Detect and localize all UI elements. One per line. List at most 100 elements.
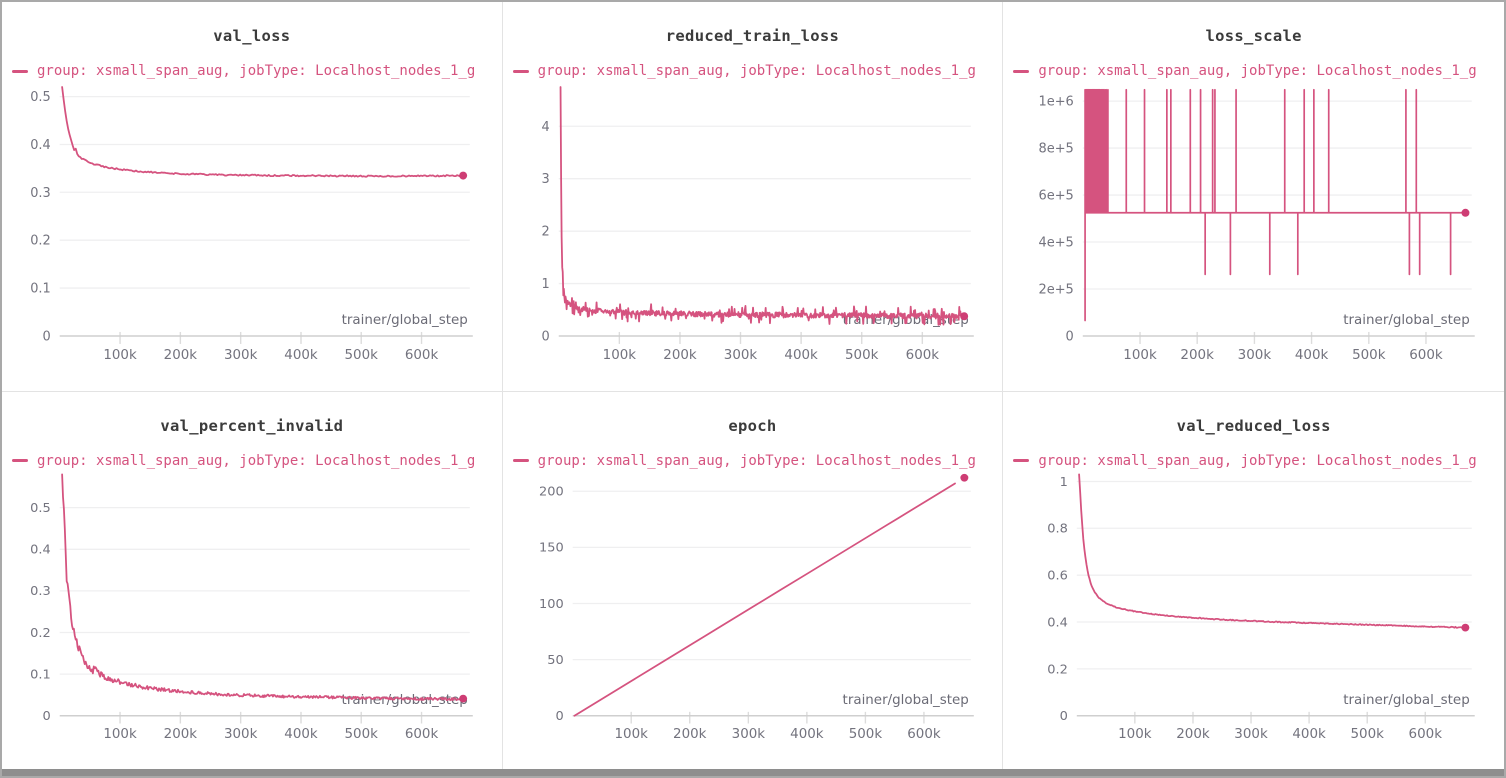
svg-text:0.1: 0.1 [30, 668, 51, 683]
legend-item[interactable]: group: xsmall_span_aug, jobType: Localho… [512, 451, 1003, 471]
svg-text:0.5: 0.5 [30, 90, 51, 105]
window-bottom-edge [2, 769, 1504, 776]
chart-panel-val_loss[interactable]: val_loss group: xsmall_span_aug, jobType… [2, 2, 503, 392]
svg-text:0.4: 0.4 [30, 543, 51, 558]
y-gridlines [558, 125, 971, 285]
chart-title: val_loss [213, 27, 291, 45]
svg-text:200k: 200k [164, 348, 198, 363]
svg-text:200k: 200k [663, 348, 697, 363]
series-end-dot [459, 694, 468, 703]
legend-item[interactable]: group: xsmall_span_aug, jobType: Localho… [1013, 61, 1504, 81]
chart-title: val_percent_invalid [160, 416, 344, 435]
svg-text:0: 0 [43, 329, 51, 344]
svg-text:0: 0 [541, 329, 549, 344]
svg-text:0.2: 0.2 [1048, 662, 1069, 677]
chart-canvas[interactable]: 0 0.1 0.2 0.3 0.4 0.5 100k 200k 300k 400k 500k 600k… [2, 392, 502, 769]
chart-title: reduced_train_loss [665, 27, 840, 45]
x-axis-labels: 100k 200k 300k 400k 500k 600k [103, 727, 438, 742]
legend-line-icon [512, 459, 529, 463]
svg-text:600k: 600k [405, 727, 439, 742]
svg-text:500k: 500k [845, 348, 879, 363]
legend-label: group: xsmall_span_aug, jobType: Localho… [537, 63, 976, 79]
svg-text:200k: 200k [164, 727, 198, 742]
svg-text:200k: 200k [1181, 347, 1215, 363]
svg-text:500k: 500k [1352, 347, 1386, 363]
chart-panel-epoch[interactable]: epoch group: xsmall_span_aug, jobType: L… [502, 391, 1004, 769]
series-line-val_percent_invalid [61, 473, 464, 702]
legend-line-icon [1013, 459, 1030, 463]
svg-text:200k: 200k [1177, 727, 1211, 742]
x-axis-labels: 100k 200k 300k 400k 500k 600k [103, 348, 438, 363]
svg-text:600k: 600k [907, 727, 941, 742]
chart-title: val_reduced_loss [1176, 416, 1331, 435]
series-line-loss_scale [1084, 88, 1467, 322]
svg-text:50: 50 [547, 653, 563, 668]
legend-item[interactable]: group: xsmall_span_aug, jobType: Localho… [1013, 451, 1504, 471]
svg-text:0.8: 0.8 [1048, 522, 1069, 537]
svg-text:500k: 500k [848, 727, 882, 742]
x-axis-title: trainer/global_step [342, 313, 468, 328]
svg-text:100k: 100k [103, 348, 137, 363]
chart-canvas[interactable]: 0 2e+5 4e+5 6e+5 8e+5 1e+6 100k 200k 300k 400k 500… [1003, 2, 1504, 391]
svg-text:0.2: 0.2 [30, 626, 51, 641]
x-tick-marks [119, 331, 423, 344]
x-axis-labels: 100k 200k 300k 400k 500k 600k [614, 727, 940, 742]
svg-text:0: 0 [555, 709, 563, 724]
x-tick-marks [1134, 711, 1427, 724]
svg-text:300k: 300k [1238, 347, 1272, 363]
svg-text:500k: 500k [345, 727, 379, 742]
series-line-reduced_train_loss [559, 86, 965, 326]
svg-text:100k: 100k [614, 727, 648, 742]
svg-text:300k: 300k [731, 727, 765, 742]
chart-panel-loss_scale[interactable]: loss_scale group: xsmall_span_aug, jobTy… [1003, 2, 1504, 392]
series-end-dot [960, 473, 968, 482]
svg-text:400k: 400k [1293, 727, 1327, 742]
svg-text:400k: 400k [784, 348, 818, 363]
y-gridlines [1083, 100, 1473, 290]
chart-canvas[interactable]: 0 50 100 150 200 100k 200k 300k 400k 500k 600k trai… [503, 392, 1003, 769]
y-axis-labels: 0 0.1 0.2 0.3 0.4 0.5 [30, 501, 51, 724]
legend-item[interactable]: group: xsmall_span_aug, jobType: Localho… [512, 61, 1003, 81]
chart-canvas[interactable]: 0 0.2 0.4 0.6 0.8 1 100k 200k 300k 400k 500k 600k tr… [1003, 392, 1504, 769]
svg-text:1: 1 [541, 277, 549, 292]
svg-text:100k: 100k [602, 348, 636, 363]
x-axis-labels: 100k 200k 300k 400k 500k 600k [1124, 347, 1444, 363]
svg-text:400k: 400k [1295, 347, 1329, 363]
y-axis-labels: 0 1 2 3 4 [541, 120, 549, 345]
svg-text:200k: 200k [673, 727, 707, 742]
svg-text:100: 100 [539, 597, 564, 612]
svg-text:0.1: 0.1 [30, 282, 51, 297]
chart-canvas[interactable]: 0 0.1 0.2 0.3 0.4 0.5 100k 200k 300k 400k 500k 600k… [2, 2, 502, 391]
chart-panel-reduced_train_loss[interactable]: reduced_train_loss group: xsmall_span_au… [502, 2, 1004, 392]
svg-text:0.4: 0.4 [30, 138, 51, 153]
y-axis-labels: 0 0.1 0.2 0.3 0.4 0.5 [30, 90, 51, 344]
svg-text:500k: 500k [1351, 727, 1385, 742]
series-end-dot [959, 312, 968, 321]
legend-label: group: xsmall_span_aug, jobType: Localho… [37, 452, 476, 469]
svg-text:400k: 400k [284, 348, 318, 363]
legend-line-icon [12, 69, 28, 73]
legend-label: group: xsmall_span_aug, jobType: Localho… [1038, 63, 1477, 79]
chart-panel-val_percent_invalid[interactable]: val_percent_invalid group: xsmall_span_a… [2, 391, 503, 769]
svg-text:0.6: 0.6 [1048, 569, 1069, 584]
svg-text:0: 0 [1066, 329, 1074, 344]
legend-item[interactable]: group: xsmall_span_aug, jobType: Localho… [12, 61, 502, 81]
chart-panel-val_reduced_loss[interactable]: val_reduced_loss group: xsmall_span_aug,… [1003, 391, 1504, 769]
x-tick-marks [630, 711, 925, 724]
chart-title: loss_scale [1205, 27, 1302, 45]
svg-text:0.2: 0.2 [30, 234, 51, 249]
series-line-val_reduced_loss [1078, 473, 1467, 629]
svg-text:200: 200 [539, 485, 564, 500]
svg-text:600k: 600k [1409, 727, 1443, 742]
svg-text:2e+5: 2e+5 [1039, 282, 1074, 297]
x-axis-title: trainer/global_step [1344, 693, 1471, 708]
x-axis-labels: 100k 200k 300k 400k 500k 600k [1118, 727, 1442, 742]
svg-text:4: 4 [541, 120, 549, 135]
y-gridlines [1077, 480, 1473, 670]
svg-text:6e+5: 6e+5 [1039, 189, 1074, 204]
legend-item[interactable]: group: xsmall_span_aug, jobType: Localho… [12, 451, 502, 471]
svg-text:400k: 400k [790, 727, 824, 742]
series-line-val_loss [61, 86, 465, 178]
